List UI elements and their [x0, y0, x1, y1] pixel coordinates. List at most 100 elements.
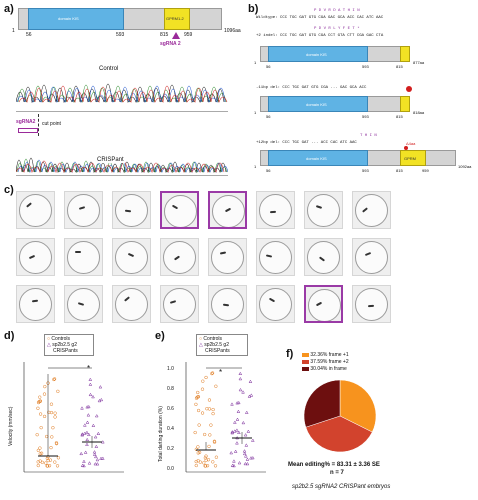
crispant-point — [100, 456, 105, 460]
tick-56: 56 — [26, 32, 32, 38]
crispant-point — [82, 431, 87, 435]
crispant-trace — [15, 157, 229, 174]
crispant-point — [244, 410, 249, 414]
crispant-point — [94, 444, 99, 448]
crispant-point — [93, 435, 98, 439]
crispant-point — [233, 420, 237, 424]
control-point — [196, 459, 200, 463]
control-point — [194, 463, 198, 468]
crispant-point — [91, 423, 96, 427]
crispant-point — [237, 430, 241, 434]
well-circle — [115, 288, 148, 321]
crispant-point — [236, 409, 241, 413]
well-tile — [160, 238, 199, 276]
crispant-point — [88, 392, 93, 397]
construct3-gprm-label: GPRM — [404, 156, 416, 161]
control-point — [211, 460, 215, 464]
guide-arrow — [172, 32, 180, 39]
crispant-point — [80, 432, 85, 436]
well-circle — [307, 194, 340, 227]
crispant-point — [87, 432, 91, 437]
crispant-point — [244, 454, 248, 458]
construct1-gprm — [400, 46, 410, 62]
well-tile — [16, 238, 55, 276]
control-point — [36, 463, 40, 468]
panel-e-significance: * — [219, 368, 223, 377]
crispant-point — [243, 461, 248, 466]
crispant-point — [92, 450, 97, 454]
control-point — [38, 395, 42, 399]
crispant-point — [230, 430, 235, 434]
control-point — [207, 398, 212, 402]
control-point — [47, 464, 52, 468]
control-point — [200, 387, 205, 391]
control-point — [53, 460, 57, 464]
control-point — [196, 390, 200, 395]
control-point — [194, 402, 198, 407]
crispant-point — [88, 377, 93, 381]
control-point — [51, 426, 55, 430]
crispant-point — [85, 430, 89, 434]
crispant-point — [236, 400, 241, 405]
control-point — [49, 410, 54, 415]
well-tile — [304, 238, 343, 276]
pie-slice-frame-plus2 — [305, 415, 373, 453]
construct1-tick-56: 56 — [266, 64, 271, 69]
well-circle — [355, 194, 388, 227]
crispant-point — [96, 431, 101, 435]
protein-start: 1 — [12, 28, 15, 34]
tick-593: 593 — [116, 32, 125, 38]
control-point — [55, 464, 60, 468]
control-point — [42, 392, 47, 396]
construct2-stop-marker — [406, 86, 412, 92]
well-circle — [211, 241, 244, 274]
control-point — [196, 408, 201, 413]
pie-legend: 32.36% frame +1 37.59% frame +2 30.04% i… — [302, 352, 382, 372]
crispant-point — [83, 423, 87, 427]
control-point — [194, 396, 199, 400]
construct3-tick-959: 959 — [422, 168, 429, 173]
highlighted-well-tile — [160, 191, 199, 229]
panel-d-legend: ○ Controls △ sp2b2.5 g2 CRISPants — [44, 334, 94, 356]
crispant-point — [86, 413, 91, 417]
construct3-tick-56: 56 — [266, 168, 271, 173]
pie-legend-item-2: 30.04% in frame — [302, 366, 382, 372]
control-trace — [15, 83, 228, 104]
panel-label-e: e) — [155, 330, 165, 342]
control-point — [56, 389, 60, 394]
well-tile — [112, 285, 151, 323]
construct3-tick-815: 815 — [396, 168, 403, 173]
control-label: Control — [98, 66, 120, 72]
cut-point-label: cut point — [42, 121, 61, 127]
panel-label-c: c) — [4, 184, 14, 196]
well-circle — [19, 288, 52, 321]
control-point — [214, 384, 218, 388]
well-tile — [256, 238, 295, 276]
well-tile — [64, 285, 103, 323]
construct3-deletion-marker — [404, 146, 408, 150]
crispant-point — [247, 394, 252, 398]
construct1-tick-815: 815 — [396, 64, 403, 69]
well-circle — [115, 194, 148, 227]
well-circle — [163, 288, 196, 321]
crispant-point — [100, 440, 105, 444]
well-circle — [19, 194, 52, 227]
control-point — [49, 402, 54, 406]
crispant-point — [238, 371, 243, 375]
well-circle — [212, 195, 245, 227]
control-point — [50, 435, 54, 439]
crispant-point — [245, 457, 250, 461]
well-circle — [164, 195, 197, 227]
crispant-point — [83, 450, 88, 454]
control-point — [201, 379, 205, 383]
well-circle — [19, 241, 52, 274]
control-point — [46, 458, 50, 463]
control-point — [213, 464, 218, 468]
well-circle — [259, 194, 292, 227]
crispant-point — [241, 390, 245, 394]
control-point — [38, 459, 42, 463]
legend-crispants-d-2: CRISPants — [53, 348, 78, 354]
construct2-kinase-label: domain KIS — [306, 102, 327, 107]
control-point — [196, 451, 200, 455]
crispant-point — [229, 450, 234, 455]
